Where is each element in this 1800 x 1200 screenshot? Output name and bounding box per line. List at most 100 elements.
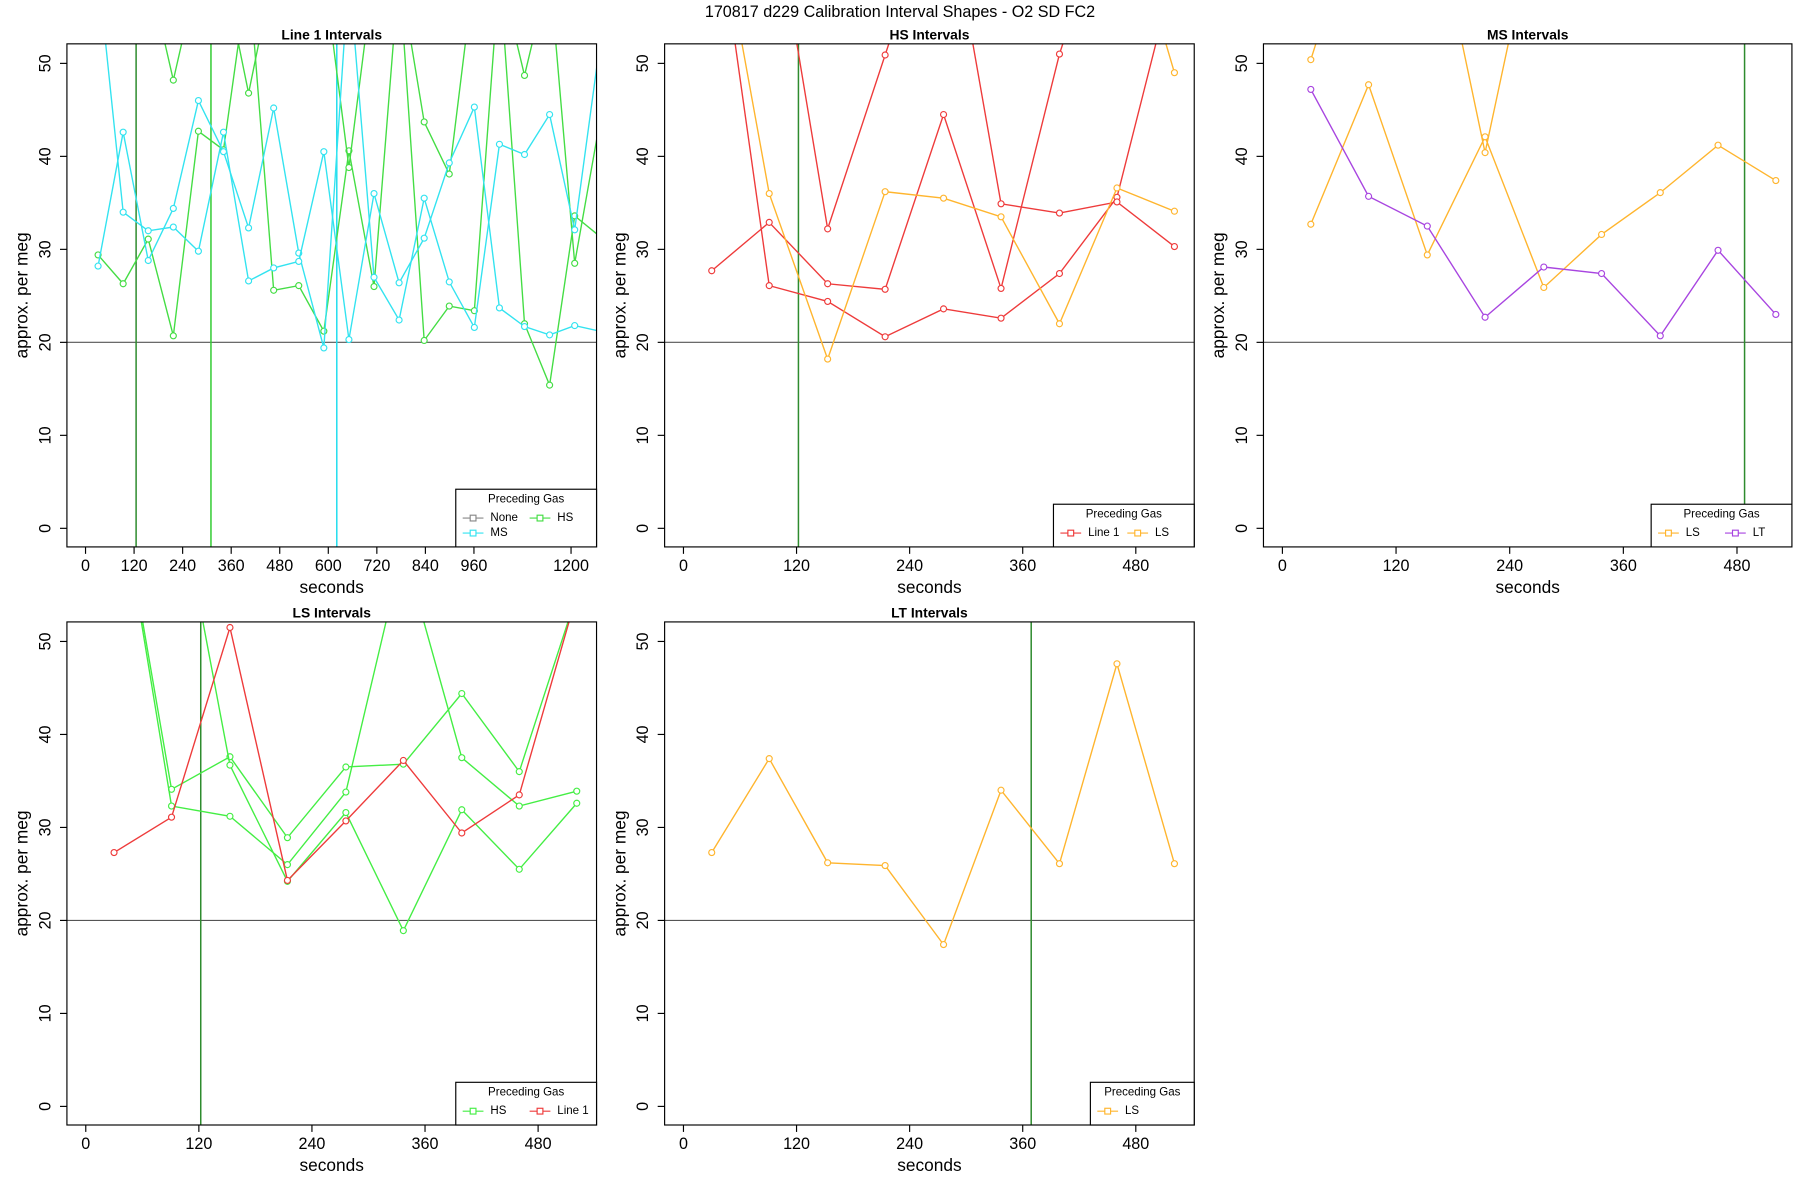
panel: MS Intervals seconds approx. per meg 0 120 24…: [1208, 26, 1793, 597]
data-point: [470, 103, 478, 111]
data-point: [1055, 209, 1064, 217]
data-point: [345, 335, 353, 344]
data-point: [765, 282, 773, 290]
y-tick-label: 30: [1233, 240, 1251, 258]
data-point: [458, 829, 466, 837]
data-point: [573, 799, 581, 807]
legend-marker: [536, 1107, 544, 1115]
data-point: [320, 148, 328, 156]
y-tick-label: 0: [1233, 524, 1251, 533]
x-axis-label: seconds: [300, 577, 365, 597]
x-tick-label: 720: [363, 557, 390, 575]
data-point: [1423, 251, 1431, 259]
data-point: [997, 786, 1005, 794]
data-point: [1170, 242, 1179, 251]
x-tick-label: 600: [315, 557, 342, 575]
data-point: [395, 279, 403, 287]
data-point: [708, 848, 716, 857]
x-tick-label: 480: [525, 1135, 552, 1153]
legend-label: MS: [490, 527, 508, 539]
data-point: [824, 280, 832, 288]
data-point: [283, 861, 292, 869]
legend-box: [1089, 1081, 1195, 1126]
x-tick-label: 360: [412, 1135, 439, 1153]
y-tick-label: 20: [36, 911, 54, 929]
y-tick-label: 20: [634, 333, 652, 351]
y-tick-label: 30: [634, 818, 652, 836]
data-point: [219, 128, 228, 136]
data-point: [1055, 269, 1064, 278]
y-tick-label: 40: [634, 147, 652, 165]
legend-label: LS: [1125, 1105, 1139, 1117]
data-point: [226, 812, 234, 820]
x-tick-label: 0: [679, 557, 688, 575]
data-point: [94, 262, 102, 270]
x-axis-label: seconds: [1495, 577, 1560, 597]
figure-title: 170817 d229 Calibration Interval Shapes …: [705, 3, 1095, 21]
y-axis-label: approx. per meg: [609, 810, 629, 936]
data-point: [520, 322, 529, 331]
data-point: [997, 284, 1005, 292]
data-point: [420, 118, 428, 126]
data-point: [997, 314, 1005, 322]
data-point: [445, 302, 453, 310]
legend-marker: [469, 514, 477, 522]
legend-label: LS: [1155, 527, 1169, 539]
x-tick-label: 360: [218, 557, 245, 575]
data-point: [1772, 176, 1780, 185]
data-point: [765, 218, 773, 226]
x-tick-label: 840: [412, 557, 439, 575]
data-point: [169, 76, 177, 84]
x-tick-label: 360: [1610, 557, 1637, 575]
data-point: [445, 278, 453, 286]
data-point: [270, 104, 278, 112]
data-point: [194, 127, 202, 135]
y-tick-label: 10: [36, 426, 54, 444]
data-point: [1714, 141, 1722, 149]
data-point: [571, 259, 579, 267]
data-point: [881, 51, 889, 59]
data-point: [370, 273, 378, 281]
legend-label: LT: [1753, 527, 1766, 539]
y-tick-label: 50: [36, 54, 54, 72]
x-tick-label: 480: [1122, 1135, 1149, 1153]
panel-title: LT Intervals: [891, 605, 968, 621]
data-point: [342, 788, 350, 796]
panel: HS Intervals seconds approx. per meg 0 120 24…: [609, 26, 1195, 597]
data-point: [370, 189, 378, 198]
data-point: [881, 861, 889, 870]
data-point: [119, 128, 127, 136]
y-tick-label: 20: [36, 333, 54, 351]
y-tick-label: 20: [634, 911, 652, 929]
panel-title: MS Intervals: [1487, 26, 1569, 42]
data-point: [1307, 85, 1315, 93]
data-point: [495, 304, 504, 312]
y-axis-label: approx. per meg: [609, 232, 629, 358]
plot-area: [664, 621, 1195, 1125]
data-point: [144, 227, 152, 235]
x-tick-label: 360: [1009, 557, 1036, 575]
data-point: [342, 763, 350, 771]
panel-title: LS Intervals: [293, 605, 372, 621]
x-tick-label: 240: [169, 557, 196, 575]
data-point: [219, 148, 228, 156]
data-point: [1113, 198, 1121, 206]
data-point: [824, 297, 832, 306]
legend: Preceding Gas LS LT: [1650, 503, 1793, 548]
x-axis-label: seconds: [897, 1155, 962, 1175]
x-tick-label: 120: [1383, 557, 1410, 575]
data-point: [169, 204, 177, 213]
plot-area: [66, 43, 597, 547]
x-tick-label: 120: [783, 557, 810, 575]
data-point: [169, 223, 177, 231]
data-point: [997, 213, 1005, 221]
data-point: [824, 225, 832, 233]
data-point: [1656, 189, 1664, 197]
plot-area: [1263, 43, 1792, 547]
plot-frame: [664, 43, 1195, 548]
data-point: [270, 286, 278, 294]
y-tick-label: 0: [634, 1102, 652, 1111]
panel: Line 1 Intervals seconds approx. per meg 0 1…: [12, 26, 598, 597]
data-point: [1540, 283, 1548, 292]
